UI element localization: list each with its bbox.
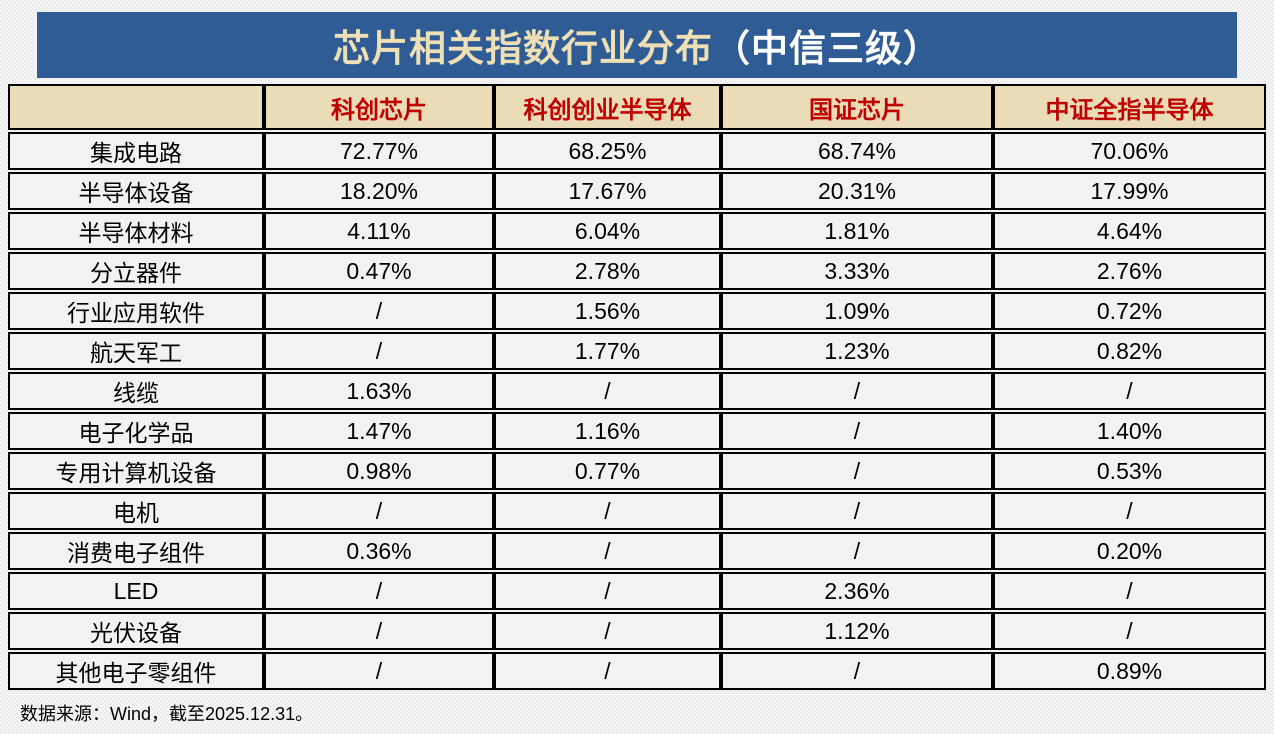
value-cell: / [721, 652, 993, 690]
value-cell: 17.67% [494, 172, 721, 210]
table-row: 消费电子组件 0.36% //0.20% [8, 532, 1266, 570]
row-label: 专用计算机设备 [8, 452, 264, 490]
value-cell: / [264, 492, 494, 530]
value-cell: / [264, 652, 494, 690]
value-cell: 0.98% [264, 452, 494, 490]
page-title: 芯片相关指数行业分布 [333, 28, 713, 69]
row-label: 分立器件 [8, 252, 264, 290]
value-cell: 1.09% [721, 292, 993, 330]
value-cell: 1.81% [721, 212, 993, 250]
table-row: 光伏设备 //1.12% / [8, 612, 1266, 650]
value-cell: 4.11% [264, 212, 494, 250]
table-row: 电机 / / / / [8, 492, 1266, 530]
table-row: 分立器件 0.47% 2.78% 3.33% 2.76% [8, 252, 1266, 290]
value-cell: 1.23% [721, 332, 993, 370]
table-row: LED //2.36% / [8, 572, 1266, 610]
value-cell: 0.89% [993, 652, 1266, 690]
row-label: 半导体设备 [8, 172, 264, 210]
value-cell: / [264, 612, 494, 650]
value-cell: / [494, 372, 721, 410]
table-row: 专用计算机设备 0.98% 0.77%/0.53% [8, 452, 1266, 490]
value-cell: 1.12% [721, 612, 993, 650]
row-label: 线缆 [8, 372, 264, 410]
column-header: 国证芯片 [721, 84, 993, 130]
column-header: 科创创业半导体 [494, 84, 721, 130]
column-header: 中证全指半导体 [993, 84, 1266, 130]
value-cell: 2.78% [494, 252, 721, 290]
value-cell: / [721, 532, 993, 570]
value-cell: 18.20% [264, 172, 494, 210]
value-cell: 0.72% [993, 292, 1266, 330]
table-row: 半导体设备 18.20% 17.67% 20.31% 17.99% [8, 172, 1266, 210]
value-cell: / [721, 492, 993, 530]
row-label: LED [8, 572, 264, 610]
value-cell: 4.64% [993, 212, 1266, 250]
row-label: 半导体材料 [8, 212, 264, 250]
value-cell: / [494, 492, 721, 530]
value-cell: / [993, 572, 1266, 610]
value-cell: 2.36% [721, 572, 993, 610]
row-label: 其他电子零组件 [8, 652, 264, 690]
value-cell: 68.25% [494, 132, 721, 170]
value-cell: 0.47% [264, 252, 494, 290]
value-cell: 3.33% [721, 252, 993, 290]
report-page: 芯片相关指数行业分布 （中信三级） 科创芯片 科创创业半导体 国证芯片 中证全指半导体 … [0, 12, 1274, 726]
row-label: 行业应用软件 [8, 292, 264, 330]
header-row: 科创芯片 科创创业半导体 国证芯片 中证全指半导体 [8, 84, 1266, 130]
value-cell: 0.20% [993, 532, 1266, 570]
value-cell: 68.74% [721, 132, 993, 170]
value-cell: / [993, 492, 1266, 530]
value-cell: 17.99% [993, 172, 1266, 210]
table-row: 线缆 1.63% / / / [8, 372, 1266, 410]
row-label: 电子化学品 [8, 412, 264, 450]
table-row: 行业应用软件/1.56% 1.09% 0.72% [8, 292, 1266, 330]
value-cell: 2.76% [993, 252, 1266, 290]
value-cell: / [494, 532, 721, 570]
row-label: 电机 [8, 492, 264, 530]
table-row: 电子化学品 1.47% 1.16%/1.40% [8, 412, 1266, 450]
page-title-suffix: （中信三级） [713, 28, 941, 69]
value-cell: 1.63% [264, 372, 494, 410]
table-row: 其他电子零组件 / //0.89% [8, 652, 1266, 690]
data-source-note: 数据来源：Wind，截至2025.12.31。 [20, 704, 314, 724]
value-cell: 1.77% [494, 332, 721, 370]
table-row: 半导体材料 4.11% 6.04% 1.81% 4.64% [8, 212, 1266, 250]
value-cell: 0.82% [993, 332, 1266, 370]
row-label: 消费电子组件 [8, 532, 264, 570]
row-label: 光伏设备 [8, 612, 264, 650]
value-cell: 1.56% [494, 292, 721, 330]
value-cell: 70.06% [993, 132, 1266, 170]
table-row: 航天军工/1.77% 1.23% 0.82% [8, 332, 1266, 370]
value-cell: 1.16% [494, 412, 721, 450]
value-cell: / [721, 412, 993, 450]
value-cell: / [264, 332, 494, 370]
table-row: 集成电路 72.77% 68.25% 68.74% 70.06% [8, 132, 1266, 170]
value-cell: 0.36% [264, 532, 494, 570]
value-cell: / [721, 452, 993, 490]
value-cell: 6.04% [494, 212, 721, 250]
value-cell: / [494, 572, 721, 610]
value-cell: / [264, 572, 494, 610]
value-cell: 20.31% [721, 172, 993, 210]
value-cell: 1.47% [264, 412, 494, 450]
value-cell: 0.77% [494, 452, 721, 490]
corner-cell [8, 84, 264, 130]
column-header: 科创芯片 [264, 84, 494, 130]
value-cell: / [993, 372, 1266, 410]
value-cell: 72.77% [264, 132, 494, 170]
title-banner: 芯片相关指数行业分布 （中信三级） [37, 12, 1237, 78]
industry-distribution-table: 科创芯片 科创创业半导体 国证芯片 中证全指半导体 集成电路 72.77% 68.25% 6… [8, 82, 1266, 692]
value-cell: / [993, 612, 1266, 650]
value-cell: / [264, 292, 494, 330]
row-label: 集成电路 [8, 132, 264, 170]
value-cell: / [494, 612, 721, 650]
row-label: 航天军工 [8, 332, 264, 370]
value-cell: / [494, 652, 721, 690]
value-cell: / [721, 372, 993, 410]
value-cell: 1.40% [993, 412, 1266, 450]
value-cell: 0.53% [993, 452, 1266, 490]
